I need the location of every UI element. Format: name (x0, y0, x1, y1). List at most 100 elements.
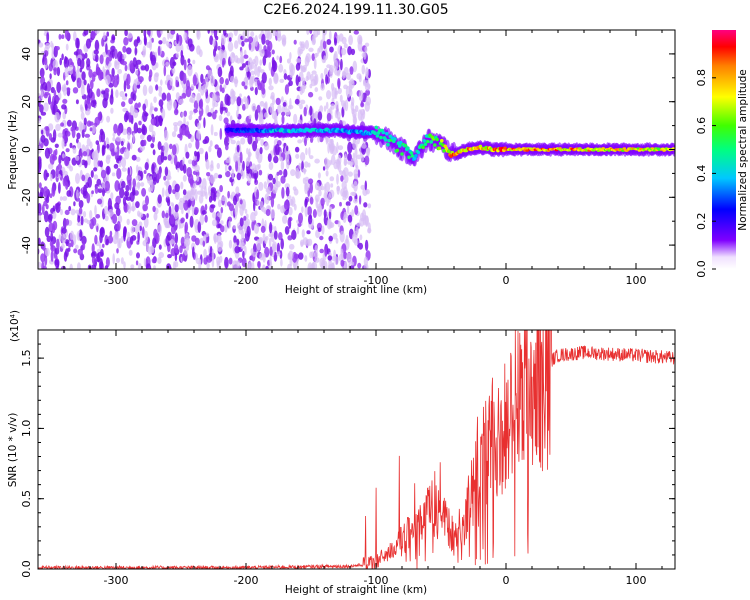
noise-blob (302, 168, 306, 173)
noise-blob (43, 169, 48, 181)
noise-blob (359, 234, 363, 241)
noise-blob (159, 118, 163, 127)
noise-blob (112, 253, 115, 265)
noise-blob (309, 182, 314, 194)
noise-blob (234, 40, 239, 49)
noise-blob (182, 163, 187, 174)
noise-blob (78, 207, 83, 215)
noise-blob (132, 189, 136, 196)
noise-blob (295, 153, 300, 159)
colorbar-tick-label: 0.0 (695, 260, 708, 278)
noise-blob (256, 189, 260, 200)
noise-blob (233, 235, 237, 244)
noise-blob (302, 237, 308, 246)
noise-blob (179, 219, 184, 224)
noise-blob (227, 201, 231, 207)
noise-blob (116, 248, 119, 254)
noise-blob (148, 85, 153, 95)
noise-blob (198, 49, 203, 58)
noise-blob (43, 102, 49, 112)
noise-blob (140, 65, 146, 71)
noise-blob (311, 261, 318, 269)
noise-blob (87, 154, 91, 166)
x-tick-label: 0 (503, 574, 510, 587)
noise-blob (267, 40, 273, 52)
noise-blob (185, 151, 190, 159)
noise-blob (296, 226, 300, 235)
noise-blob (194, 164, 200, 173)
noise-blob (142, 226, 145, 239)
noise-blob (138, 212, 144, 218)
noise-blob (115, 136, 122, 142)
noise-blob (254, 210, 258, 217)
noise-blob (114, 180, 120, 192)
noise-blob (94, 39, 100, 52)
noise-blob (53, 68, 57, 76)
noise-blob (295, 170, 301, 179)
noise-blob (316, 205, 323, 217)
noise-blob (91, 125, 96, 134)
colorbar-tick-label: 0.6 (695, 117, 708, 135)
noise-blob (218, 48, 224, 61)
noise-blob (263, 142, 270, 151)
noise-blob (219, 185, 224, 193)
noise-blob (256, 66, 260, 78)
signal-mark (381, 130, 386, 135)
noise-blob (173, 124, 178, 132)
noise-blob (242, 30, 246, 41)
noise-blob (210, 204, 216, 209)
noise-blob (149, 175, 153, 186)
noise-blob (91, 190, 94, 195)
noise-blob (141, 123, 146, 136)
noise-blob (197, 190, 202, 195)
noise-blob (213, 192, 217, 202)
noise-blob (110, 88, 114, 99)
signal-mark (395, 148, 400, 153)
noise-blob (79, 104, 83, 111)
noise-blob (339, 230, 345, 243)
noise-blob (310, 137, 314, 143)
noise-blob (251, 103, 257, 112)
noise-blob (141, 187, 147, 197)
noise-blob (334, 37, 337, 46)
noise-blob (360, 113, 364, 122)
noise-blob (280, 160, 285, 171)
noise-blob (233, 195, 237, 206)
noise-blob (48, 93, 51, 104)
noise-blob (361, 52, 366, 58)
noise-blob (249, 75, 254, 85)
noise-blob (226, 136, 230, 143)
noise-blob (278, 169, 283, 176)
noise-blob (194, 150, 197, 157)
noise-blob (279, 156, 284, 162)
noise-blob (58, 234, 62, 241)
noise-blob (205, 191, 208, 200)
noise-blob (136, 36, 140, 41)
noise-blob (224, 164, 228, 173)
noise-blob (337, 79, 341, 90)
noise-blob (157, 257, 162, 264)
noise-blob (124, 30, 128, 37)
noise-blob (268, 61, 272, 71)
noise-blob (180, 181, 184, 190)
noise-blob (49, 193, 53, 199)
noise-blob (39, 191, 43, 199)
noise-blob (82, 242, 86, 250)
noise-blob (236, 96, 242, 107)
noise-blob (172, 100, 177, 109)
noise-blob (102, 145, 106, 156)
noise-blob (121, 180, 126, 189)
noise-blob (259, 147, 263, 155)
noise-blob (301, 77, 306, 85)
colorbar-gradient (712, 30, 736, 269)
noise-blob (60, 209, 63, 216)
noise-blob (309, 155, 314, 160)
noise-blob (110, 107, 114, 114)
noise-blob (246, 30, 250, 39)
noise-blob (148, 187, 152, 193)
noise-blob (142, 204, 148, 212)
noise-blob (247, 57, 253, 70)
noise-blob (318, 96, 323, 101)
noise-blob (325, 135, 329, 145)
